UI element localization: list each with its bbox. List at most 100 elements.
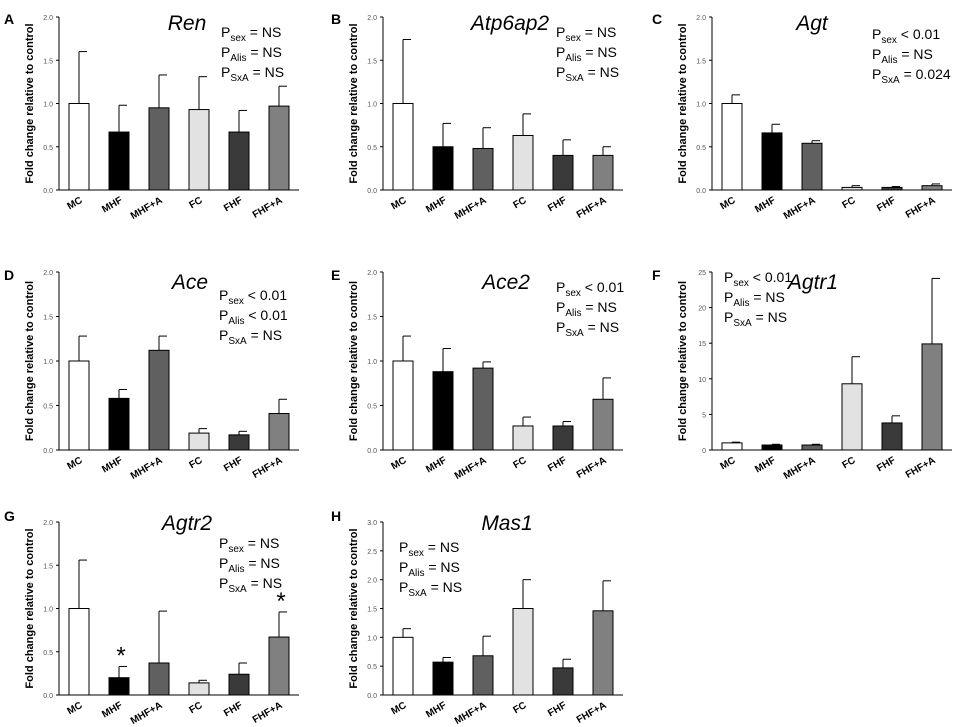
stat-line: PAlis = NS (872, 46, 933, 66)
category-label: FHF (546, 195, 568, 214)
category-label: FHF (222, 195, 244, 214)
y-tick-label: 0.0 (367, 448, 377, 455)
bar-fhf-plus-a (921, 343, 943, 451)
panel-letter: B (331, 11, 341, 27)
category-label: MHF+A (453, 700, 489, 727)
bar-fhf (228, 434, 250, 451)
bar-mhf-plus-a (801, 444, 823, 451)
category-label: MC (66, 195, 85, 212)
stat-line: Psex = NS (556, 24, 616, 44)
category-label: MHF+A (129, 700, 165, 727)
category-label: MHF+A (453, 195, 489, 222)
stat-line: PSxA = NS (556, 64, 619, 84)
panel-letter: F (652, 267, 661, 283)
y-tick-label: 0.5 (367, 145, 377, 152)
bar-fhf-plus-a (592, 610, 614, 696)
panel-f: F Agtr1 Fold change relative to control 0 5 1… (652, 267, 952, 482)
bar-mc (721, 442, 743, 451)
bar-fhf-plus-a (268, 105, 290, 191)
bar-mhf (108, 677, 130, 696)
panel-letter: C (652, 11, 662, 27)
stat-line: PAlis = NS (399, 559, 460, 579)
stat-line: PAlis = NS (219, 555, 280, 575)
panel-letter: A (4, 11, 14, 27)
chart-title: Agtr2 (160, 512, 213, 535)
panel-letter: G (4, 508, 15, 524)
category-label: FC (187, 455, 204, 471)
bar-mhf (108, 397, 130, 451)
bar-fc (841, 186, 863, 191)
y-tick-label: 1.0 (696, 102, 706, 109)
category-label: MHF+A (782, 455, 818, 482)
y-axis-label: Fold change relative to control (348, 23, 360, 183)
stat-line: PAlis = NS (556, 44, 617, 64)
significance-star: * (116, 642, 125, 669)
stat-line: Psex < 0.01 (724, 269, 792, 289)
panel-letter: H (331, 508, 341, 524)
bar-mc (392, 103, 414, 191)
bar-mhf-plus-a (472, 655, 494, 696)
y-axis-label: Fold change relative to control (348, 281, 360, 441)
chart-title: Atp6ap2 (469, 12, 550, 35)
stat-line: Psex = NS (399, 539, 459, 559)
panel-a: A Ren Fold change relative to control 0.0 0.… (4, 11, 299, 222)
category-label: MC (719, 455, 738, 472)
category-label: FC (840, 195, 857, 211)
category-label: FHF (546, 455, 568, 474)
bar-mhf-plus-a (148, 662, 170, 696)
category-label: MHF (100, 455, 124, 475)
category-label: MC (66, 700, 85, 717)
y-axis-label: Fold change relative to control (24, 281, 36, 441)
category-label: FC (187, 700, 204, 716)
y-tick-label: 2.5 (367, 549, 377, 556)
stat-line: Psex < 0.01 (219, 287, 287, 307)
y-tick-label: 2.0 (43, 270, 53, 277)
bar-mc (392, 636, 414, 696)
bar-fhf (552, 154, 574, 191)
category-label: MHF (100, 700, 124, 720)
category-label: MC (390, 700, 409, 717)
category-label: MHF+A (453, 455, 489, 482)
y-tick-label: 1.5 (43, 58, 53, 65)
bar-mc (392, 360, 414, 451)
bar-mc (721, 103, 743, 191)
bar-fhf-plus-a (592, 154, 614, 191)
y-axis-label: Fold change relative to control (677, 281, 689, 441)
category-label: MHF (753, 455, 777, 475)
category-label: FC (511, 455, 528, 471)
significance-star: * (276, 588, 285, 615)
y-tick-label: 1.5 (43, 563, 53, 570)
panel-g: G Agtr2 Fold change relative to control 0.0… (4, 508, 299, 727)
stat-line: PSxA = 0.024 (872, 66, 951, 86)
y-tick-label: 20 (698, 306, 706, 313)
y-axis-label: Fold change relative to control (348, 528, 360, 688)
bar-mc (68, 360, 90, 451)
panel-c: C Agt Fold change relative to control 0.0 0.… (652, 11, 952, 222)
bar-fc (512, 608, 534, 696)
y-tick-label: 0.0 (43, 448, 53, 455)
chart-title: Ace2 (480, 271, 530, 294)
category-label: MHF+A (129, 195, 165, 222)
y-tick-label: 1.0 (43, 359, 53, 366)
bar-fc (188, 109, 210, 191)
bar-fhf-plus-a (268, 636, 290, 696)
y-axis-label: Fold change relative to control (24, 528, 36, 688)
y-tick-label: 0.5 (696, 145, 706, 152)
bar-fhf-plus-a (268, 413, 290, 451)
y-tick-label: 0 (702, 448, 706, 455)
bar-fc (512, 425, 534, 451)
stat-line: Psex < 0.01 (556, 279, 624, 299)
category-label: MHF (100, 195, 124, 215)
category-label: MHF+A (129, 455, 165, 482)
stat-line: PSxA = NS (219, 575, 282, 595)
category-label: FHF+A (575, 700, 609, 726)
y-tick-label: 2.0 (43, 520, 53, 527)
y-tick-label: 2.0 (367, 578, 377, 585)
y-tick-label: 0.0 (43, 693, 53, 700)
bar-mc (68, 608, 90, 696)
category-label: FHF+A (251, 195, 285, 221)
bar-fhf (552, 667, 574, 696)
stat-line: PAlis < 0.01 (219, 307, 288, 327)
bar-mhf (432, 661, 454, 696)
